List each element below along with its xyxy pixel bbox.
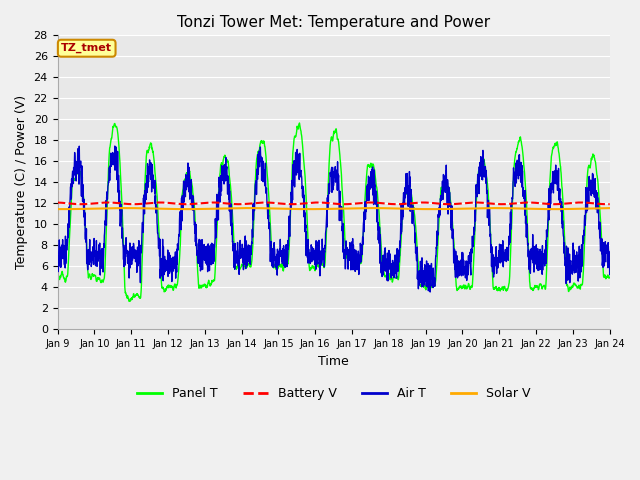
Title: Tonzi Tower Met: Temperature and Power: Tonzi Tower Met: Temperature and Power — [177, 15, 490, 30]
Text: TZ_tmet: TZ_tmet — [61, 43, 112, 53]
Y-axis label: Temperature (C) / Power (V): Temperature (C) / Power (V) — [15, 96, 28, 269]
Legend: Panel T, Battery V, Air T, Solar V: Panel T, Battery V, Air T, Solar V — [132, 383, 535, 406]
X-axis label: Time: Time — [318, 355, 349, 368]
